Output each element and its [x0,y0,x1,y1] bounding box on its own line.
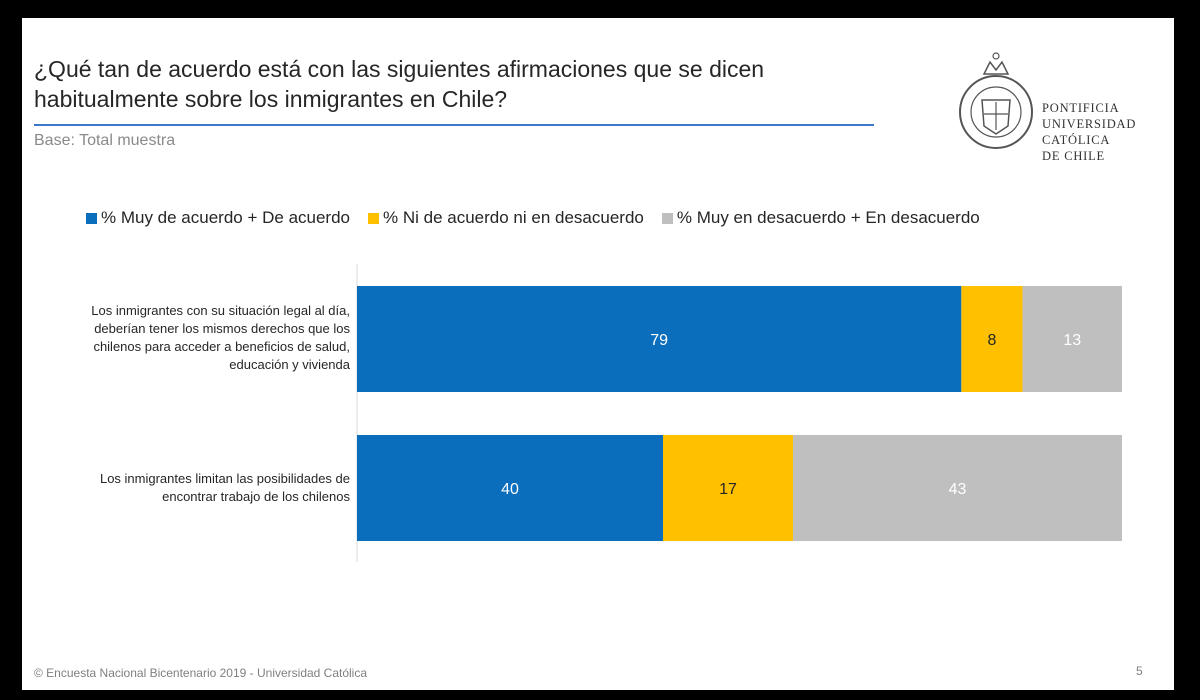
page-number: 5 [1136,664,1143,678]
footer-copyright: © Encuesta Nacional Bicentenario 2019 - … [34,666,368,680]
bar-segment [793,435,1122,541]
bar-segment [357,435,663,541]
slide: ¿Qué tan de acuerdo está con las siguien… [22,18,1174,690]
legend-swatch [86,212,97,224]
university-seal-icon [959,52,1033,149]
data-label: 8 [987,332,996,349]
data-label: 43 [949,481,967,498]
legend-swatch [661,212,673,224]
bar-segment [663,435,794,541]
title-divider [34,124,874,126]
logo-line: CATÓLICA [1042,133,1111,147]
page-title: ¿Qué tan de acuerdo está con las siguien… [34,56,765,112]
legend-label: % Muy de acuerdo + De acuerdo [101,208,351,227]
chart-legend: % Muy de acuerdo + De acuerdo % Ni de ac… [86,208,1166,228]
bar-segment [961,286,1023,392]
university-logo: PONTIFICIA UNIVERSIDAD CATÓLICA DE CHILE [954,42,1154,164]
data-label: 40 [501,481,519,498]
category-label: Los inmigrantes limitan las posibilidade… [99,471,350,504]
bar-segment [357,286,962,392]
logo-text: PONTIFICIA UNIVERSIDAD CATÓLICA DE CHILE [1042,100,1136,164]
data-label: 79 [650,332,668,349]
legend-item-agree: % Muy de acuerdo + De acuerdo [86,208,350,228]
legend-item-disagree: % Muy en desacuerdo + En desacuerdo [661,208,980,228]
stacked-bar-chart: 79 8 13 40 17 43 [356,264,1122,562]
logo-line: PONTIFICIA [1042,101,1120,115]
category-label: Los inmigrantes con su situación legal a… [91,303,350,372]
logo-line: DE CHILE [1042,149,1105,163]
data-label: 13 [1063,332,1081,349]
legend-label: % Ni de acuerdo ni en desacuerdo [383,208,644,227]
bar-segment [1022,286,1122,392]
logo-line: UNIVERSIDAD [1042,117,1137,131]
legend-swatch [368,212,380,224]
data-label: 17 [719,481,737,498]
legend-item-neutral: % Ni de acuerdo ni en desacuerdo [368,208,644,228]
base-note: Base: Total muestra [34,132,176,149]
legend-label: % Muy en desacuerdo + En desacuerdo [676,208,980,227]
